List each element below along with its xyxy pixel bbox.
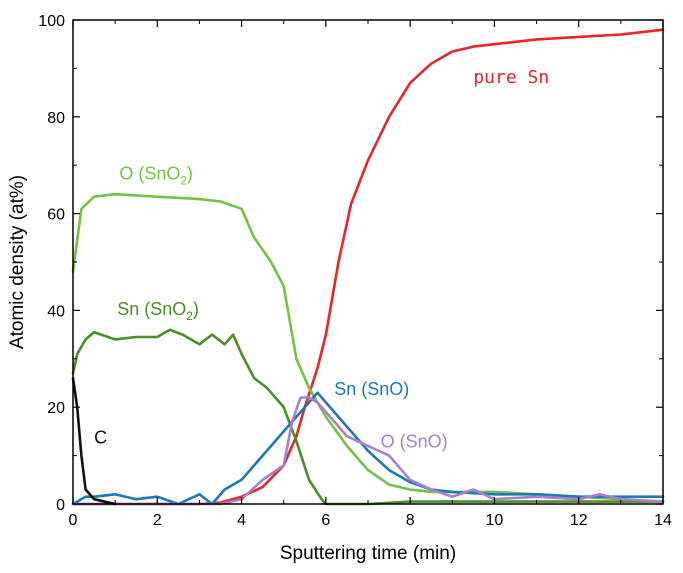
annotation-label: C xyxy=(94,428,107,448)
annotation-main: pure Sn xyxy=(473,67,549,88)
series-line-sn-sno2 xyxy=(71,328,665,506)
y-tick-label: 100 xyxy=(38,13,65,30)
x-tick-label: 8 xyxy=(406,512,415,529)
annotation-subscript: 2 xyxy=(186,309,193,323)
series-line-o-sno xyxy=(71,396,665,506)
y-tick-label: 80 xyxy=(47,110,65,127)
annotation-suffix: ) xyxy=(187,164,193,184)
annotation-main: O (SnO xyxy=(119,164,180,184)
annotation-label: O (SnO2) xyxy=(119,164,193,188)
x-tick-label: 10 xyxy=(486,512,504,529)
annotation-subscript: 2 xyxy=(180,174,187,188)
x-tick-label: 12 xyxy=(570,512,588,529)
x-tick-label: 6 xyxy=(321,512,330,529)
x-tick-label: 0 xyxy=(69,512,78,529)
x-tick-label: 14 xyxy=(654,512,672,529)
plot-frame xyxy=(72,19,664,505)
tick-layer: 0 2 4 6 8 10 12 14 0 20 40 60 80 100 xyxy=(38,13,672,529)
y-tick-label: 20 xyxy=(47,400,65,417)
series-line-o-sno2 xyxy=(71,192,665,503)
annotation-label: Sn (SnO) xyxy=(334,379,409,399)
annotation-suffix: ) xyxy=(193,299,199,319)
y-tick-label: 60 xyxy=(47,207,65,224)
annotation-layer: pure SnO (SnO2)Sn (SnO2)Sn (SnO)O (SnO)C xyxy=(94,67,549,451)
annotation-label: Sn (SnO2) xyxy=(117,299,199,323)
series-line-sn-sno xyxy=(71,391,665,506)
y-axis-label: Atomic density (at%) xyxy=(7,175,28,349)
annotation-main: O (SnO) xyxy=(381,431,448,451)
annotation-main: C xyxy=(94,428,107,448)
y-tick-label: 40 xyxy=(47,303,65,320)
annotation-main: Sn (SnO xyxy=(117,299,186,319)
series-line-pure-sn xyxy=(71,28,665,506)
y-tick-label: 0 xyxy=(56,497,65,514)
x-tick-label: 2 xyxy=(153,512,162,529)
annotation-label: pure Sn xyxy=(473,67,549,88)
x-axis-label: Sputtering time (min) xyxy=(280,543,456,564)
annotation-label: O (SnO) xyxy=(381,431,448,451)
series-layer xyxy=(71,28,665,506)
annotation-main: Sn (SnO) xyxy=(334,379,409,399)
series-line-c xyxy=(71,376,117,506)
x-tick-label: 4 xyxy=(237,512,246,529)
